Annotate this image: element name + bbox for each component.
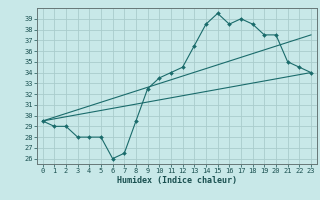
X-axis label: Humidex (Indice chaleur): Humidex (Indice chaleur) — [117, 176, 237, 185]
